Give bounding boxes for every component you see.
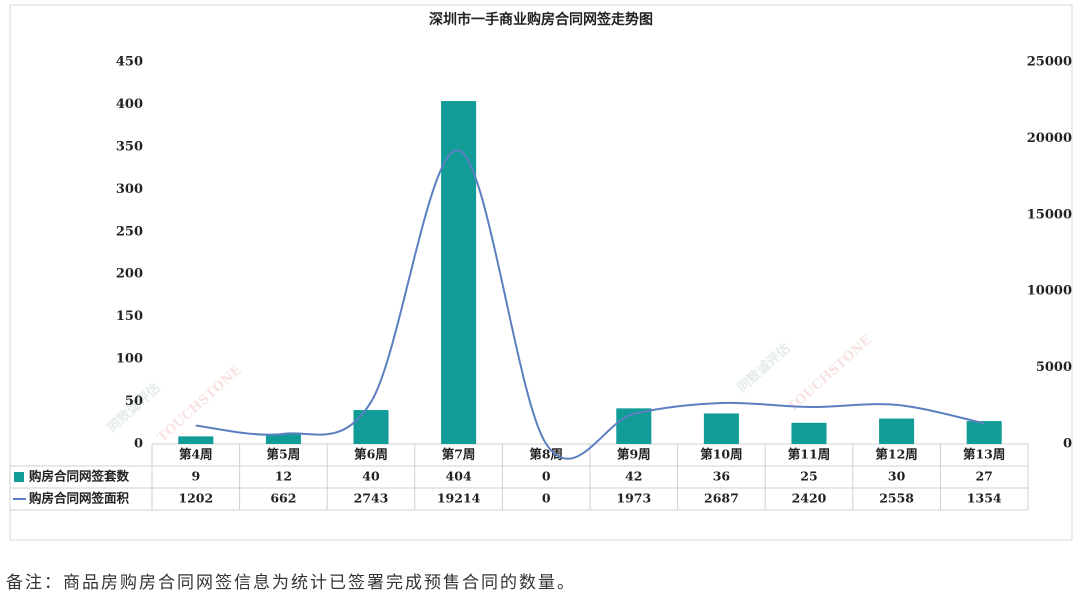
x-tick-label: 第5周 [267,447,301,462]
legend-swatch [14,472,24,482]
table-value: 2420 [792,491,827,506]
chart-title: 深圳市一手商业购房合同网签走势图 [429,11,653,28]
y2-tick-label: 15000 [1027,207,1072,222]
y-tick-label: 50 [125,394,143,409]
y-tick-label: 200 [116,267,143,282]
y2-tick-label: 0 [1063,437,1072,452]
x-tick-label: 第7周 [442,447,476,462]
legend-label: 购房合同网签面积 [29,491,130,506]
note: 备注：商品房购房合同网签信息为统计已签署完成预售合同的数量。 [6,573,576,593]
y2-tick-label: 5000 [1036,360,1072,375]
table-value: 9 [191,469,200,484]
bar [441,101,477,444]
y-tick-label: 450 [116,55,143,70]
table-value: 2687 [704,491,739,506]
bar [791,422,827,444]
table-value: 404 [446,469,472,484]
y2-tick-label: 10000 [1027,284,1072,299]
table-value: 2558 [879,491,914,506]
x-tick-label: 第11周 [788,447,830,462]
x-tick-label: 第4周 [179,447,213,462]
table-value: 1354 [967,491,1002,506]
table-value: 25 [800,469,817,484]
x-tick-label: 第8周 [529,447,563,462]
table-value: 40 [362,469,380,484]
y-tick-label: 350 [116,139,143,154]
bar [265,433,301,444]
x-tick-label: 第12周 [875,447,917,462]
x-tick-label: 第13周 [963,447,1005,462]
table-value: 36 [713,469,731,484]
x-tick-label: 第9周 [617,447,651,462]
y-tick-label: 150 [116,309,143,324]
y-tick-label: 250 [116,224,143,239]
bar [178,436,214,444]
y-tick-label: 300 [116,182,143,197]
table-value: 0 [542,491,551,506]
bar [703,413,739,444]
y-tick-label: 0 [134,437,143,452]
y2-tick-label: 25000 [1027,55,1072,70]
x-tick-label: 第10周 [700,447,742,462]
y2-tick-label: 20000 [1027,131,1072,146]
chart-frame [9,4,1073,541]
bar [966,421,1002,444]
bar [353,410,389,444]
table-value: 19214 [437,491,481,506]
table-value: 0 [542,469,551,484]
table-value: 12 [275,469,292,484]
table-value: 2743 [354,491,389,506]
legend-label: 购房合同网签套数 [29,469,130,484]
y-tick-label: 100 [116,352,143,367]
y-tick-label: 400 [116,97,143,112]
x-tick-label: 第6周 [354,447,388,462]
table-value: 662 [270,491,296,506]
table-value: 42 [625,469,642,484]
line [195,149,985,460]
table-value: 30 [888,469,906,484]
table-value: 1973 [616,491,651,506]
bar [879,418,915,444]
table-value: 1202 [178,491,213,506]
table-value: 27 [975,469,992,484]
